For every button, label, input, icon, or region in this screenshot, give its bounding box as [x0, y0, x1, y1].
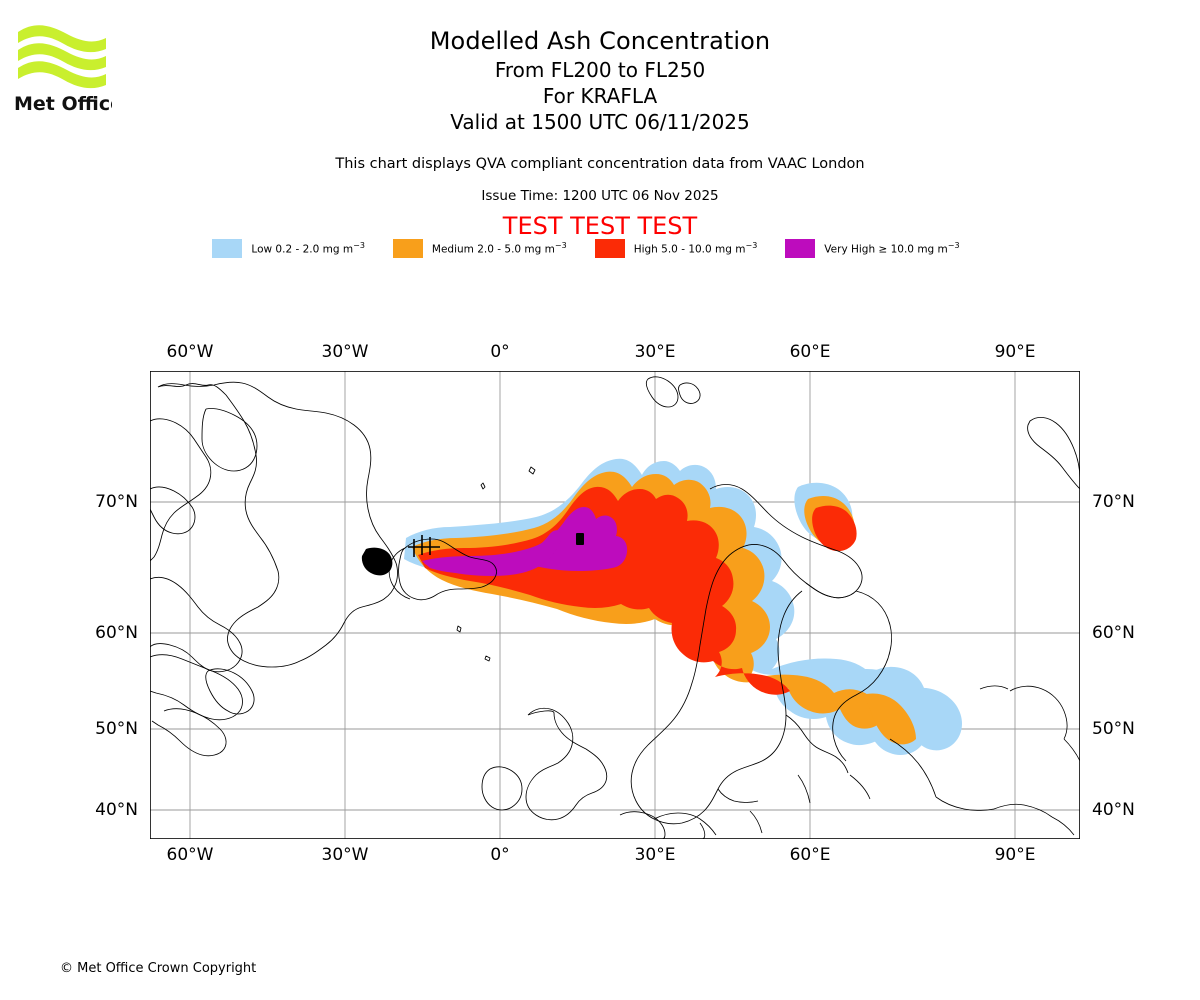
axis-label-lat-left-70n: 70°N	[95, 492, 138, 512]
axis-label-lat-right-70n: 70°N	[1092, 492, 1135, 512]
axis-label-lon-top-60e: 60°E	[789, 342, 831, 362]
axis-label-lon-bottom-30e: 30°E	[634, 845, 676, 865]
legend-item-very-high: Very High ≥ 10.0 mg m−3	[785, 239, 987, 258]
axis-label-lon-bottom-30w: 30°W	[321, 845, 369, 865]
axis-label-lon-top-60w: 60°W	[166, 342, 214, 362]
legend-label-low: Low 0.2 - 2.0 mg m−3	[251, 241, 365, 256]
issue-time: Issue Time: 1200 UTC 06 Nov 2025	[481, 188, 719, 204]
legend-label-high: High 5.0 - 10.0 mg m−3	[633, 241, 758, 256]
plume-high-contour	[418, 486, 857, 695]
axis-label-lon-bottom-0: 0°	[490, 845, 510, 865]
axis-label-lat-right-50n: 50°N	[1092, 719, 1135, 739]
axis-label-lon-bottom-90e: 90°E	[994, 845, 1036, 865]
met-office-logo: Met Office	[12, 18, 112, 114]
legend-label-medium: Medium 2.0 - 5.0 mg m−3	[431, 241, 567, 256]
logo-text: Met Office	[14, 93, 112, 114]
qva-note: This chart displays QVA compliant concen…	[335, 156, 865, 172]
legend-swatch-medium	[392, 239, 423, 258]
axis-label-lon-bottom-60w: 60°W	[166, 845, 214, 865]
legend-label-very-high: Very High ≥ 10.0 mg m−3	[824, 241, 960, 256]
axis-label-lon-top-30w: 30°W	[321, 342, 369, 362]
axis-label-lat-left-50n: 50°N	[95, 719, 138, 739]
page-title: Modelled Ash Concentration	[429, 27, 771, 55]
axis-label-lat-left-40n: 40°N	[95, 800, 138, 820]
test-banner: TEST TEST TEST	[502, 212, 698, 240]
axis-label-lon-bottom-60e: 60°E	[789, 845, 831, 865]
axis-label-lon-top-90e: 90°E	[994, 342, 1036, 362]
concentration-legend: Low 0.2 - 2.0 mg m−3 Medium 2.0 - 5.0 mg…	[0, 239, 1200, 258]
axis-label-lat-right-60n: 60°N	[1092, 623, 1135, 643]
legend-item-high: High 5.0 - 10.0 mg m−3	[594, 239, 786, 258]
legend-swatch-low	[212, 239, 243, 258]
map-panel[interactable]: 60°W 30°W 0° 30°E 60°E 90°E 60°W 30°W 0°…	[95, 342, 1135, 865]
title-flight-levels: From FL200 to FL250	[494, 58, 706, 82]
plume-very-high-contour	[361, 507, 628, 576]
axis-label-lat-left-60n: 60°N	[95, 623, 138, 643]
legend-swatch-very-high	[785, 239, 816, 258]
axis-label-lon-top-0: 0°	[490, 342, 510, 362]
legend-item-medium: Medium 2.0 - 5.0 mg m−3	[392, 239, 595, 258]
axis-label-lat-right-40n: 40°N	[1092, 800, 1135, 820]
ash-plume-contours	[361, 458, 962, 755]
volcano-marker-krafla	[408, 535, 440, 557]
copyright-notice: © Met Office Crown Copyright	[60, 961, 257, 976]
title-volcano: For KRAFLA	[542, 84, 658, 108]
chart-title-block: Modelled Ash Concentration From FL200 to…	[0, 26, 1200, 135]
legend-item-low: Low 0.2 - 2.0 mg m−3	[212, 239, 392, 258]
axis-label-lon-top-30e: 30°E	[634, 342, 676, 362]
logo-waves	[18, 25, 106, 89]
title-valid-time: Valid at 1500 UTC 06/11/2025	[450, 110, 750, 134]
ash-concentration-map[interactable]	[150, 371, 1080, 839]
legend-swatch-high	[594, 239, 625, 258]
map-coastlines	[150, 376, 1080, 839]
